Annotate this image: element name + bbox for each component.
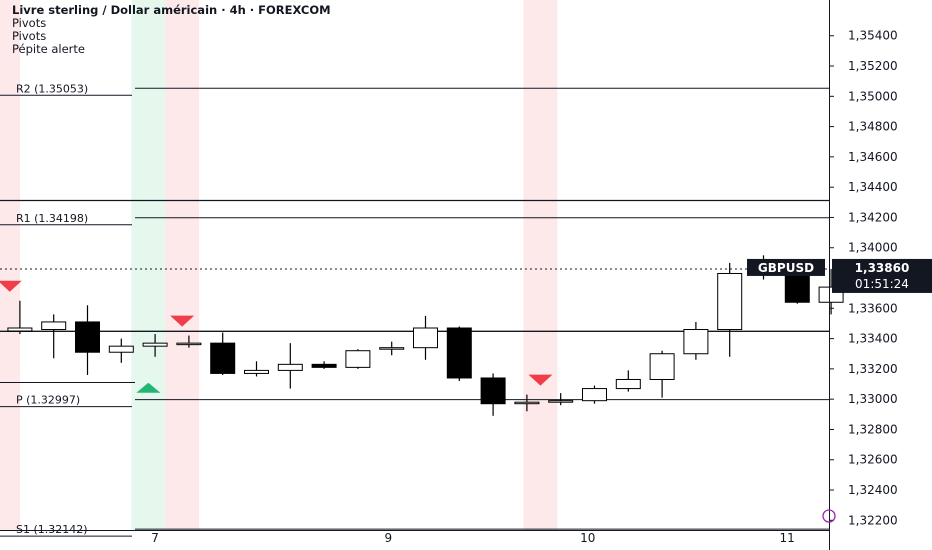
pivot-label: R2 (1.35053) [16,82,88,95]
candle-body [413,327,438,349]
sell-arrow-icon [528,374,553,386]
candle-body [480,377,506,405]
candles [7,255,844,416]
price-tick-label: 1,34000 [848,241,898,255]
time-tick-label: 7 [151,531,159,545]
sell-band [165,0,200,530]
candle-body [582,388,607,402]
sell-arrow-icon [170,315,195,327]
candle-body [446,327,472,379]
candle-body [345,350,371,368]
alert-markers [0,280,553,393]
symbol-title[interactable]: Livre sterling / Dollar américain · 4h ·… [12,3,331,17]
candle-body [108,345,134,353]
time-axis-marker-icon [822,509,836,523]
indicator-pivots-2[interactable]: Pivots [12,29,47,43]
price-tick-label: 1,33600 [848,301,898,315]
candle-body [277,363,303,371]
price-tick-label: 1,32400 [848,483,898,497]
price-tick-label: 1,32600 [848,453,898,467]
last-price-badge [832,258,932,293]
candle-body [142,342,168,347]
buy-band [131,0,166,530]
time-axis: 7 9 10 11 [0,509,836,545]
time-tick-label: 10 [580,531,595,545]
candle-body [311,363,337,368]
price-tick-label: 1,35400 [848,29,898,43]
chart-legend: Livre sterling / Dollar américain · 4h ·… [12,4,331,56]
candle-body [7,327,33,332]
candle-body [683,329,709,355]
last-price-label: GBPUSD 1,33860 01:51:24 [747,258,932,293]
indicator-pepite-alerte[interactable]: Pépite alerte [12,42,85,56]
candle-body [379,347,405,350]
sell-band [0,0,20,530]
symbol-badge-text: GBPUSD [758,261,814,275]
bar-countdown: 01:51:24 [855,277,909,291]
pivot-label: S1 (1.32142) [16,523,88,536]
candle-body [244,369,269,374]
candle-body [615,378,641,390]
candle-body [548,400,574,403]
alert-bands [0,0,558,530]
candle-body [210,342,236,374]
candle-body [41,321,67,331]
time-tick-label: 9 [384,531,392,545]
candle-body [649,353,675,380]
sell-band [523,0,558,530]
horizontal-lines [0,199,829,384]
pivot-label: R1 (1.34198) [16,212,88,225]
candle-body [75,321,100,353]
pivot-levels: R2 (1.35053) R1 (1.34198) P (1.32997) S1 (1… [0,82,829,537]
price-axis: 1,35400 1,35200 1,35000 1,34800 1,34600 1,344… [829,0,898,550]
candle-body [717,272,743,331]
price-tick-label: 1,34800 [848,120,898,134]
buy-arrow-icon [136,382,161,393]
price-tick-label: 1,34400 [848,180,898,194]
price-tick-label: 1,32200 [848,513,898,527]
price-tick-label: 1,32800 [848,422,898,436]
symbol-badge [747,258,825,276]
price-tick-label: 1,33000 [848,392,898,406]
last-price-value: 1,33860 [855,261,910,275]
price-tick-label: 1,33200 [848,362,898,376]
indicator-pivots-1[interactable]: Pivots [12,16,47,30]
sell-arrow-icon [0,280,22,292]
pivot-label: P (1.32997) [16,394,80,407]
price-tick-label: 1,34200 [848,210,898,224]
price-tick-label: 1,34600 [848,150,898,164]
candle-body [176,342,202,346]
candle-body [514,401,540,405]
price-tick-label: 1,35000 [848,89,898,103]
price-tick-label: 1,33400 [848,332,898,346]
price-tick-label: 1,35200 [848,59,898,73]
time-tick-label: 11 [780,531,795,545]
